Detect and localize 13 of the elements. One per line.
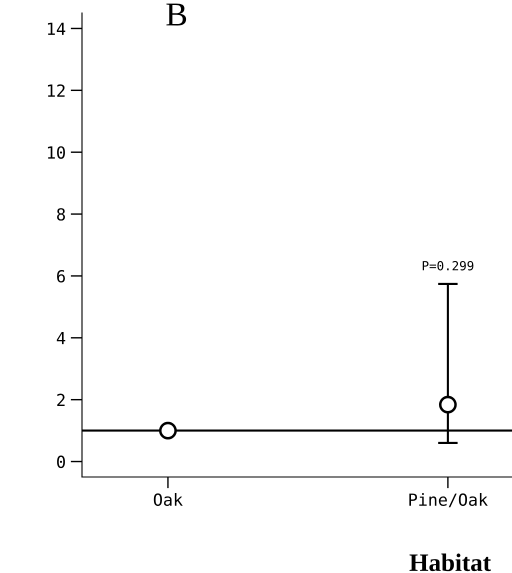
y-tick-label: 12 [48, 84, 65, 97]
y-tick-label: 14 [48, 22, 66, 35]
annotation: P=0.299 [422, 260, 474, 270]
chart-title: B [166, 4, 186, 26]
y-tick-label: 6 [57, 270, 65, 283]
y-tick-label: 8 [57, 208, 65, 221]
x-tick-label: Pine/Oak [409, 493, 488, 508]
y-tick-label: 2 [57, 394, 65, 406]
x-axis-title: Habitat [410, 554, 491, 572]
x-tick-label: Oak [154, 493, 183, 506]
y-tick-label: 10 [48, 146, 65, 159]
y-tick-label: 4 [56, 332, 66, 344]
y-tick-label: 0 [57, 456, 65, 468]
